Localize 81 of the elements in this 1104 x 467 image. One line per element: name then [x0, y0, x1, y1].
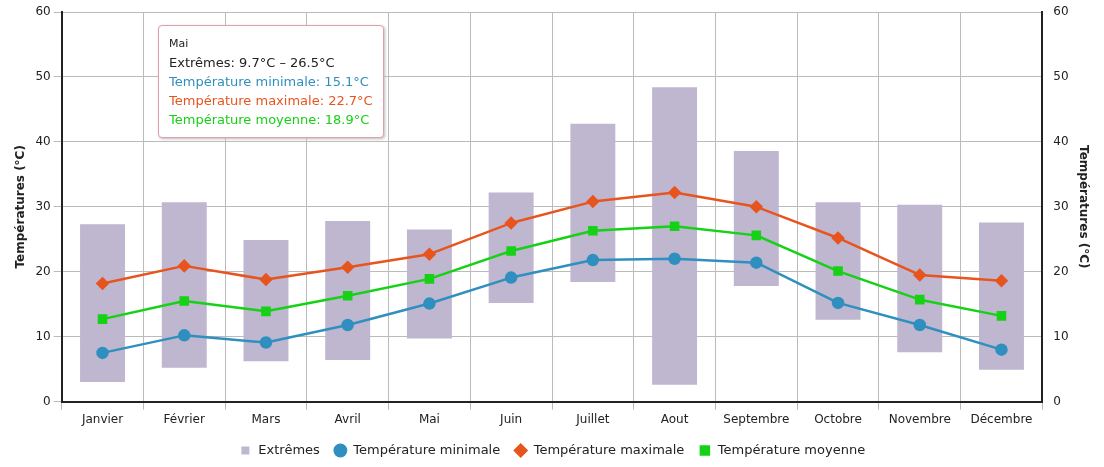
bar	[325, 221, 371, 361]
x-tick-label: Octobre	[814, 411, 862, 426]
y2-axis-title: Températures (°C)	[1076, 145, 1091, 269]
x-tick-label: Mai	[418, 411, 440, 426]
point	[751, 230, 762, 241]
legend-label: Extrêmes	[258, 441, 321, 457]
x-tick-label: Novembre	[888, 411, 951, 426]
legend-label: Température minimale	[352, 441, 501, 457]
annotation: Température moyenne: 18.9°C	[169, 111, 371, 129]
point	[506, 246, 516, 256]
annotation: Extrêmes: 9.7°C – 26.5°C	[169, 54, 336, 72]
point	[341, 260, 354, 274]
point	[995, 274, 1008, 288]
bar	[570, 123, 616, 283]
point	[750, 200, 763, 214]
y-tick-label: 10	[35, 328, 51, 343]
bar	[161, 202, 207, 368]
point	[179, 296, 190, 306]
y2-tick-label: 0	[1053, 393, 1061, 408]
point	[914, 294, 925, 305]
x-tick-label: Février	[163, 411, 205, 426]
point	[342, 290, 353, 301]
legend-label: Température maximale	[532, 441, 685, 457]
bar	[80, 224, 125, 383]
point	[504, 216, 518, 230]
x-tick-label: Septembre	[723, 411, 790, 426]
bar	[733, 150, 779, 287]
point	[913, 268, 926, 282]
x-tick-label: Mars	[251, 411, 281, 426]
y2-tick-label: 10	[1053, 328, 1069, 343]
point	[586, 253, 600, 267]
y2-tick-label: 30	[1053, 198, 1069, 213]
point	[97, 314, 108, 324]
point	[588, 226, 598, 236]
point	[833, 266, 843, 276]
y2-tick-label: 40	[1053, 133, 1069, 148]
point	[586, 195, 600, 208]
y-tick-label: 40	[35, 133, 51, 148]
point	[178, 259, 191, 273]
x-tick-label: Janvier	[80, 411, 124, 426]
point	[259, 336, 273, 349]
point	[96, 277, 109, 290]
point	[913, 318, 926, 332]
point	[750, 256, 763, 269]
point	[831, 296, 845, 310]
y-tick-label: 30	[35, 198, 51, 213]
x-tick-label: Avril	[334, 411, 361, 426]
point	[669, 221, 680, 232]
bar	[979, 222, 1024, 370]
annotation: Température maximale: 22.7°C	[169, 92, 373, 110]
y-tick-label: 0	[43, 393, 51, 408]
point	[259, 273, 273, 286]
point	[424, 274, 435, 284]
point	[423, 247, 436, 261]
y-tick-label: 50	[35, 69, 51, 84]
y2-tick-label: 60	[1053, 4, 1069, 19]
point	[178, 329, 191, 342]
y-tick-label: 60	[35, 4, 51, 19]
x-tick-label: Aout	[660, 411, 689, 426]
point	[504, 271, 518, 284]
y2-tick-label: 20	[1053, 263, 1069, 278]
annotation: Mai	[169, 36, 190, 52]
point	[96, 346, 109, 360]
point	[341, 318, 354, 332]
point	[668, 186, 681, 199]
legend-label: Température moyenne	[716, 441, 866, 457]
point	[831, 231, 845, 245]
x-tick-label: Juin	[499, 411, 523, 426]
x-tick-label: Décembre	[970, 411, 1033, 426]
point	[996, 311, 1007, 321]
y-axis-title: Températures (°C)	[13, 145, 28, 269]
point	[423, 297, 436, 310]
y-tick-label: 20	[35, 263, 51, 278]
point	[995, 343, 1008, 356]
y2-tick-label: 50	[1053, 69, 1069, 84]
bar	[652, 87, 698, 385]
point	[261, 306, 271, 317]
annotation: Température minimale: 15.1°C	[169, 73, 370, 91]
point	[668, 252, 681, 265]
x-tick-label: Juillet	[575, 411, 610, 426]
bar	[897, 204, 943, 353]
